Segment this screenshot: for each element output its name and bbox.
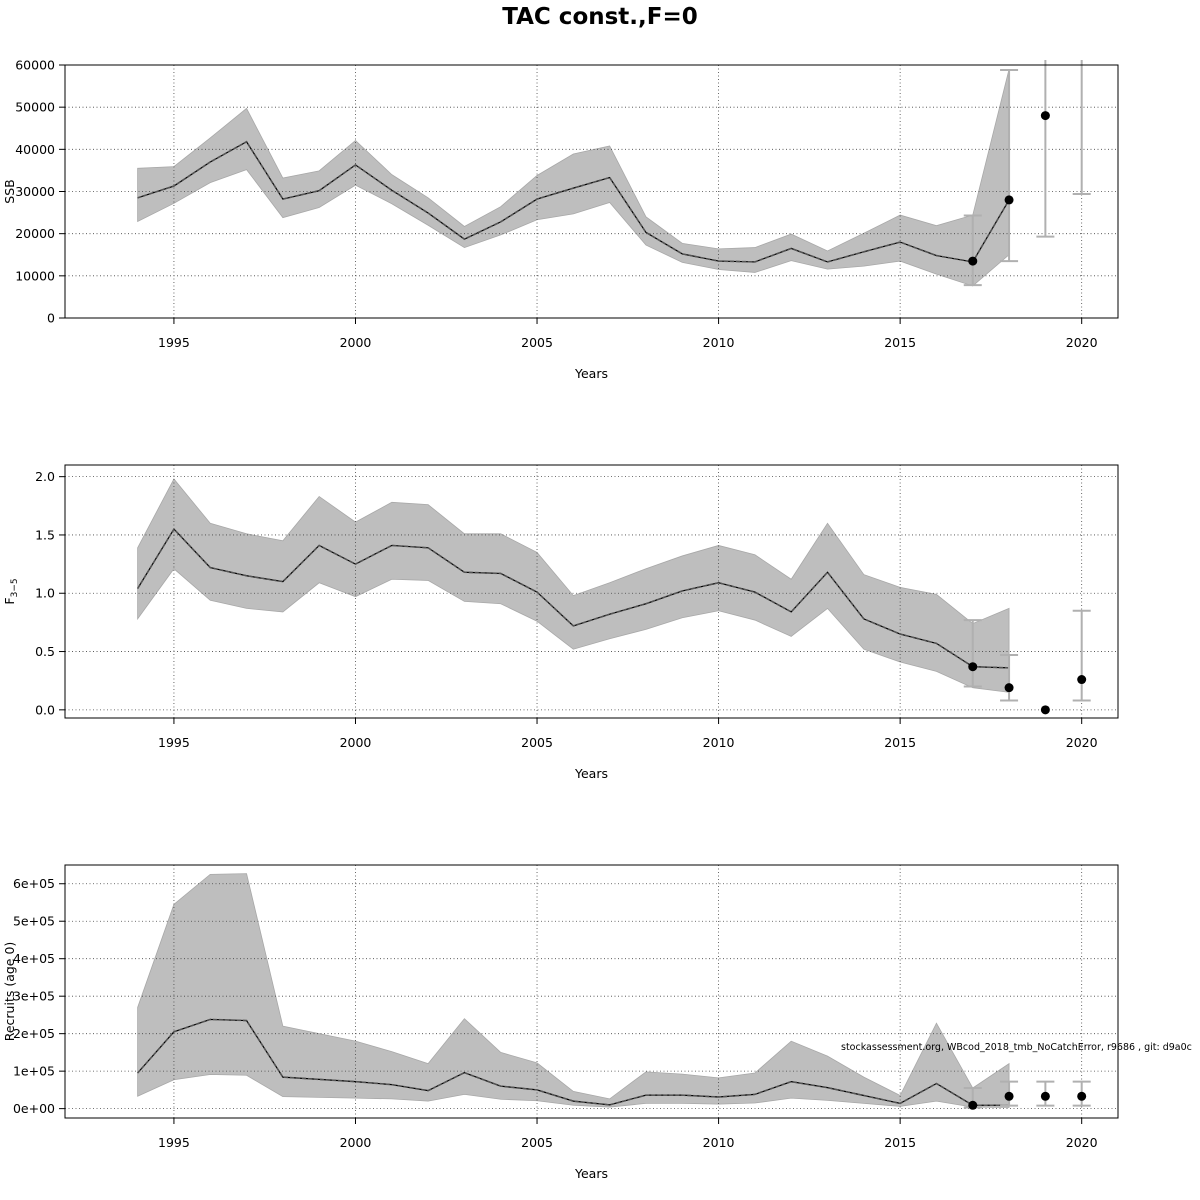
y-tick-label: 60000 — [15, 58, 55, 73]
y-tick-label: 20000 — [15, 226, 55, 241]
footnote: stockassessment.org, WBcod_2018_tmb_NoCa… — [841, 1042, 1192, 1053]
x-tick-label: 1995 — [158, 1135, 190, 1150]
x-tick-label: 1995 — [158, 335, 190, 350]
x-tick-label: 2015 — [884, 1135, 916, 1150]
x-tick-label: 2015 — [884, 335, 916, 350]
forecast-point — [1077, 1091, 1087, 1101]
x-tick-label: 2010 — [703, 735, 735, 750]
x-tick-label: 2005 — [521, 335, 553, 350]
y-tick-label: 4e+05 — [13, 951, 55, 966]
estimate-line-dashed — [136, 527, 1010, 669]
estimate-line-dashed — [137, 1018, 1010, 1107]
confidence-band — [137, 873, 1010, 1108]
chart-title: TAC const.,F=0 — [502, 4, 698, 30]
forecast-point — [1040, 705, 1050, 715]
x-tick-label: 2010 — [703, 1135, 735, 1150]
x-tick-label: 2020 — [1066, 735, 1098, 750]
x-tick-label: 2015 — [884, 735, 916, 750]
y-tick-label: 1.0 — [35, 586, 55, 601]
x-tick-label: 2005 — [521, 1135, 553, 1150]
y-tick-label: 0 — [47, 311, 55, 326]
x-tick-label: 2020 — [1066, 1135, 1098, 1150]
x-tick-label: 2005 — [521, 735, 553, 750]
y-tick-label: 50000 — [15, 100, 55, 115]
x-tick-label: 2020 — [1066, 335, 1098, 350]
y-tick-label: 1e+05 — [13, 1064, 55, 1079]
forecast-point — [968, 256, 978, 266]
forecast-point — [1040, 111, 1050, 121]
y-tick-label: 0.0 — [35, 702, 55, 717]
x-tick-label: 2000 — [340, 735, 372, 750]
x-axis-title: Years — [574, 766, 608, 781]
x-tick-label: 2000 — [340, 335, 372, 350]
y-axis-title: SSB — [2, 179, 17, 203]
x-tick-label: 2010 — [703, 335, 735, 350]
panel-ssb: 1995 2000 2005 2010 2015 2020 0 10000 20000 30000… — [2, 58, 1119, 381]
forecast-point — [1004, 683, 1014, 693]
y-axis-title: Recruits (age 0) — [2, 942, 17, 1042]
y-tick-label: 2.0 — [35, 469, 55, 484]
y-tick-label: 6e+05 — [13, 876, 55, 891]
panel-recruits: 1995 2000 2005 2010 2015 2020 0e+00 1e+05 2e+05 3… — [2, 864, 1119, 1181]
y-tick-label: 5e+05 — [13, 914, 55, 929]
x-tick-label: 2000 — [340, 1135, 372, 1150]
y-tick-label: 0e+00 — [13, 1101, 55, 1116]
forecast-point — [968, 662, 978, 672]
plot-frame — [64, 864, 1119, 1119]
confidence-band — [137, 478, 1010, 693]
x-axis-title: Years — [574, 366, 608, 381]
x-tick-label: 1995 — [158, 735, 190, 750]
y-tick-label: 2e+05 — [13, 1026, 55, 1041]
forecast-point — [1040, 1091, 1050, 1101]
y-tick-label: 30000 — [15, 184, 55, 199]
forecast-point — [1077, 675, 1087, 685]
x-axis-title: Years — [574, 1166, 608, 1181]
y-tick-label: 10000 — [15, 268, 55, 283]
y-tick-label: 0.5 — [35, 644, 55, 659]
forecast-point — [1004, 195, 1014, 205]
plot-frame — [64, 464, 1119, 719]
y-tick-label: 40000 — [15, 142, 55, 157]
y-axis-title: F3−5 — [2, 578, 20, 604]
panel-fishing-mortality: 1995 2000 2005 2010 2015 2020 0.0 0.5 1.0 1.5 2.0 Y… — [2, 464, 1119, 781]
y-tick-label: 1.5 — [35, 527, 55, 542]
y-tick-label: 3e+05 — [13, 989, 55, 1004]
forecast-point — [1004, 1091, 1014, 1101]
estimate-line-dashed — [137, 140, 1010, 263]
forecast-point — [968, 1100, 978, 1110]
